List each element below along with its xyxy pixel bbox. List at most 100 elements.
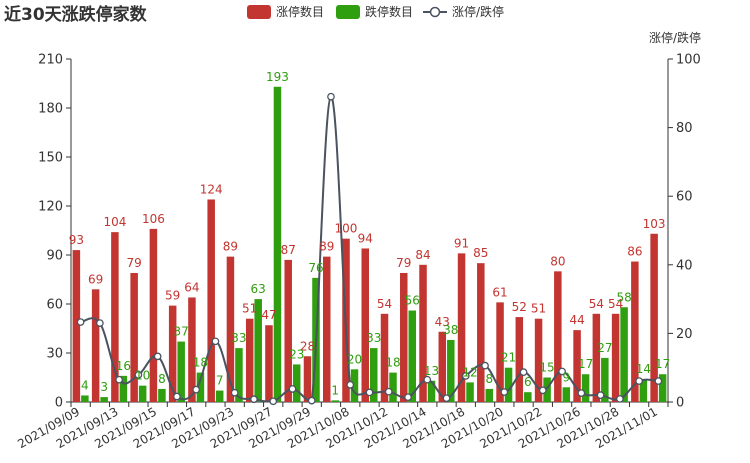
ratio-point[interactable] [404,393,412,402]
ratio-point[interactable] [461,372,470,380]
bar-limit-up[interactable] [149,228,158,402]
ratio-point[interactable] [654,377,663,385]
ratio-point[interactable] [211,337,220,346]
bar-limit-down[interactable] [581,374,590,402]
ratio-point[interactable] [481,361,489,370]
data-label-limit-up: 84 [415,248,430,262]
ratio-point[interactable] [192,385,201,394]
bar-limit-up[interactable] [554,271,562,402]
bar-limit-up[interactable] [168,305,177,402]
bar-limit-down[interactable] [331,400,339,402]
ratio-point[interactable] [500,388,509,396]
ratio-point[interactable] [269,397,278,406]
ratio-point[interactable] [250,395,258,404]
ratio-point[interactable] [134,371,143,379]
bar-limit-up[interactable] [380,313,389,402]
bar-limit-up[interactable] [188,297,196,402]
ratio-point[interactable] [76,318,85,326]
ratio-point[interactable] [173,392,181,401]
bar-limit-up[interactable] [245,318,254,402]
bar-limit-up[interactable] [72,250,81,402]
ratio-point[interactable] [96,319,104,327]
ratio-point[interactable] [327,92,335,101]
bar-limit-down[interactable] [196,372,205,402]
bar-limit-down[interactable] [100,397,108,402]
ratio-point[interactable] [442,394,451,403]
legend-label-ratio[interactable]: 涨停/跌停 [452,4,504,19]
ratio-point[interactable] [538,386,547,395]
bar-limit-down[interactable] [447,339,455,402]
ratio-point[interactable] [230,388,239,397]
data-label-limit-up: 54 [589,297,604,311]
bar-limit-up[interactable] [631,261,639,402]
ratio-point[interactable] [115,375,123,384]
ratio-point[interactable] [288,385,297,393]
bar-limit-down[interactable] [81,395,89,402]
bar-limit-down[interactable] [370,348,378,402]
bar-limit-up[interactable] [477,263,485,402]
bar-limit-up[interactable] [130,272,138,402]
ratio-point[interactable] [307,396,316,405]
bar-limit-down[interactable] [138,385,147,402]
bar-limit-down[interactable] [177,341,185,402]
bar-limit-up[interactable] [265,325,273,402]
ratio-point[interactable] [153,352,162,361]
bar-limit-down[interactable] [658,374,667,402]
bar-limit-up[interactable] [515,317,524,402]
ratio-point[interactable] [577,389,586,397]
legend[interactable]: 涨停数目 跌停数目 涨停/跌停 [247,4,504,19]
ratio-point[interactable] [423,375,432,384]
legend-swatch-limit-up[interactable] [247,5,271,19]
bar-limit-down[interactable] [562,387,571,402]
legend-swatch-ratio-marker[interactable] [429,6,441,18]
ratio-point[interactable] [346,380,355,389]
bar-limit-up[interactable] [207,199,215,402]
ratio-point[interactable] [365,388,374,397]
bar-limit-up[interactable] [303,356,312,402]
bar-limit-down[interactable] [292,364,301,402]
bar-limit-up[interactable] [611,313,620,402]
legend-swatch-limit-down[interactable] [336,5,360,19]
bar-limit-down[interactable] [119,375,128,402]
bar-limit-down[interactable] [235,348,243,402]
bar-limit-up[interactable] [419,264,427,402]
bar-limit-up[interactable] [592,313,601,402]
bar-limit-down[interactable] [273,86,282,403]
bar-limit-up[interactable] [322,256,331,402]
bar-limit-up[interactable] [361,248,370,402]
bar-limit-down[interactable] [215,390,224,402]
bar-limit-down[interactable] [427,380,436,402]
bar-limit-down[interactable] [466,382,474,402]
bar-limit-down[interactable] [504,367,513,402]
bar-limit-up[interactable] [226,256,235,402]
ratio-point[interactable] [635,377,643,385]
ratio-point[interactable] [519,368,528,377]
bar-limit-up[interactable] [91,289,100,402]
bar-limit-up[interactable] [284,259,292,402]
bar-limit-down[interactable] [350,369,359,402]
bar-limit-down[interactable] [620,307,628,402]
bar-limit-up[interactable] [534,318,543,402]
bar-limit-up[interactable] [650,233,658,402]
bar-limit-down[interactable] [543,377,551,403]
bar-limit-down[interactable] [639,379,648,402]
bar-limit-up[interactable] [457,253,466,402]
legend-label-limit-up[interactable]: 涨停数目 [276,4,324,19]
ratio-point[interactable] [558,367,566,376]
ratio-point[interactable] [596,391,605,399]
bar-limit-down[interactable] [389,372,397,402]
bar-limit-down[interactable] [158,388,166,402]
legend-label-limit-down[interactable]: 跌停数目 [365,4,413,19]
ratio-point[interactable] [384,387,393,396]
bar-limit-up[interactable] [496,302,504,402]
bar-limit-down[interactable] [485,388,494,402]
bar-limit-down[interactable] [408,310,417,402]
bar-limit-up[interactable] [400,272,408,402]
bar-limit-up[interactable] [111,232,119,402]
bar-limit-down[interactable] [254,299,262,402]
ratio-point[interactable] [616,395,624,403]
bar-limit-down[interactable] [524,392,532,402]
bar-limit-down[interactable] [601,357,609,402]
bar-limit-up[interactable] [573,330,581,402]
bar-limit-up[interactable] [438,331,447,402]
